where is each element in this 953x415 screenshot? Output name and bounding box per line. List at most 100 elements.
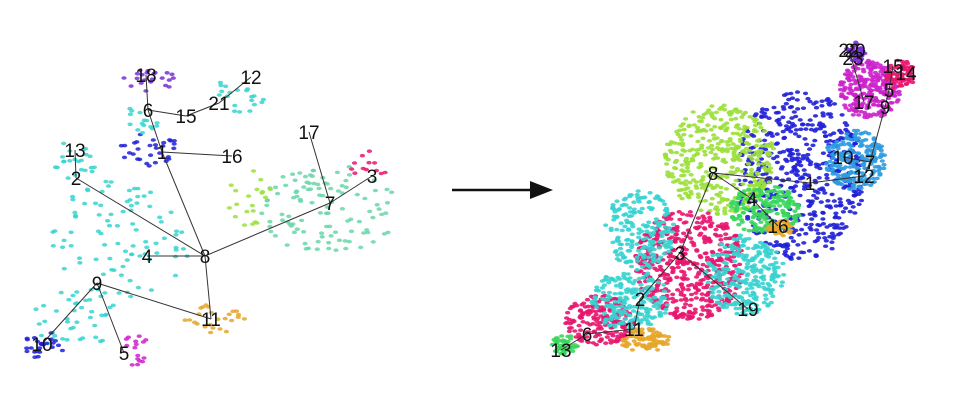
right-point [669,296,676,301]
right-point [850,150,856,154]
left-point [37,346,43,350]
left-node-label-3: 3 [367,167,378,188]
left-point [302,241,308,246]
right-point [625,227,632,231]
right-point [568,326,574,330]
right-point [764,160,770,165]
right-point [751,228,757,232]
right-point [713,110,720,115]
left-point [370,215,376,220]
right-point [851,108,857,113]
right-point [622,339,628,343]
right-point [815,223,821,227]
right-point [647,315,653,319]
left-point [233,188,239,193]
right-point [705,211,711,215]
right-point [895,58,901,63]
left-point [309,200,315,205]
right-point [775,274,781,278]
right-point [739,149,746,154]
right-point [732,264,738,268]
left-point [291,230,297,235]
right-point [606,323,613,328]
left-point [61,266,67,271]
right-point [624,238,630,242]
right-point [779,280,786,285]
right-point [815,191,821,195]
right-point [788,196,794,200]
right-point [853,56,859,61]
right-point [694,275,700,279]
right-point [752,188,758,193]
left-point [314,247,320,251]
right-point [722,160,729,165]
right-point [758,227,764,231]
left-point [102,291,108,295]
right-point [772,256,778,261]
left-point [179,230,185,234]
left-point [111,268,117,273]
right-point [852,211,858,215]
right-point [700,277,706,282]
right-point [610,333,616,338]
right-point [720,157,727,162]
right-point [774,227,780,231]
right-point [790,239,797,243]
right-point [724,175,730,179]
right-point [799,227,805,232]
left-point [297,171,303,175]
right-point [853,159,860,164]
left-point [110,303,116,308]
left-point [115,241,121,246]
right-point [812,239,818,244]
right-point [672,238,678,243]
right-point [848,144,854,148]
right-point [727,257,733,262]
right-point [631,295,637,300]
right-point [847,187,853,191]
right-point [719,252,726,257]
right-point [779,190,785,194]
right-point [661,289,668,294]
right-point [761,264,767,269]
right-point [876,164,882,169]
left-point [133,228,139,232]
right-point [759,144,765,148]
right-point [623,212,629,216]
left-point [247,109,253,113]
right-point [719,222,725,226]
left-point [134,76,140,81]
right-point [778,198,784,203]
right-point [770,227,776,232]
right-point [839,92,845,96]
right-point [897,81,903,85]
right-point [883,81,889,85]
right-point [594,285,600,290]
left-edge-1-8 [161,151,206,257]
right-point [763,169,770,173]
left-point [272,185,279,190]
right-point [812,178,818,183]
right-point [688,134,694,138]
right-point [783,124,790,128]
right-point [744,262,751,266]
right-point [734,267,740,271]
right-point [725,143,731,147]
right-point [634,268,640,272]
left-point [290,222,296,226]
right-point [824,173,830,177]
right-point [889,101,895,105]
right-point [850,162,856,166]
right-point [700,308,706,312]
left-point [108,180,114,184]
right-point [746,228,752,233]
right-point [563,349,569,353]
right-point [740,210,746,215]
left-edge-9-10 [41,282,98,345]
left-point [137,254,143,258]
right-point [683,298,689,303]
right-point [769,288,776,292]
right-point [664,303,670,307]
left-node-label-4: 4 [142,247,153,268]
right-point [762,129,768,133]
